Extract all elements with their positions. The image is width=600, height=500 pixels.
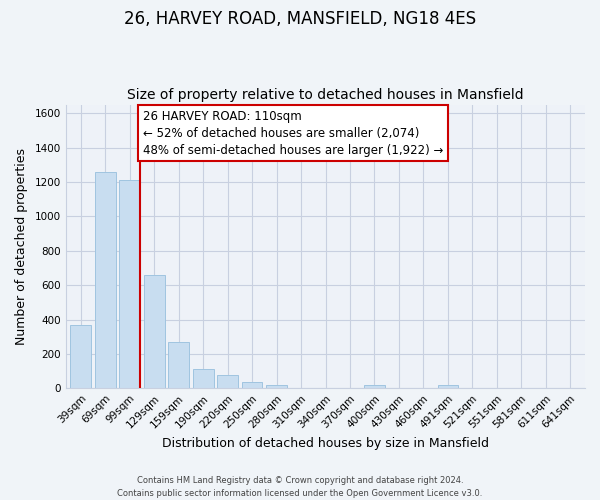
Bar <box>266 385 287 388</box>
Bar <box>437 385 458 388</box>
Bar <box>364 385 385 388</box>
Bar <box>168 342 189 388</box>
Y-axis label: Number of detached properties: Number of detached properties <box>15 148 28 345</box>
Title: Size of property relative to detached houses in Mansfield: Size of property relative to detached ho… <box>127 88 524 102</box>
X-axis label: Distribution of detached houses by size in Mansfield: Distribution of detached houses by size … <box>162 437 489 450</box>
Bar <box>119 180 140 388</box>
Text: 26, HARVEY ROAD, MANSFIELD, NG18 4ES: 26, HARVEY ROAD, MANSFIELD, NG18 4ES <box>124 10 476 28</box>
Bar <box>193 368 214 388</box>
Text: Contains HM Land Registry data © Crown copyright and database right 2024.
Contai: Contains HM Land Registry data © Crown c… <box>118 476 482 498</box>
Bar <box>217 376 238 388</box>
Bar <box>242 382 262 388</box>
Bar <box>70 324 91 388</box>
Bar <box>95 172 116 388</box>
Bar <box>144 275 164 388</box>
Text: 26 HARVEY ROAD: 110sqm
← 52% of detached houses are smaller (2,074)
48% of semi-: 26 HARVEY ROAD: 110sqm ← 52% of detached… <box>143 110 443 156</box>
